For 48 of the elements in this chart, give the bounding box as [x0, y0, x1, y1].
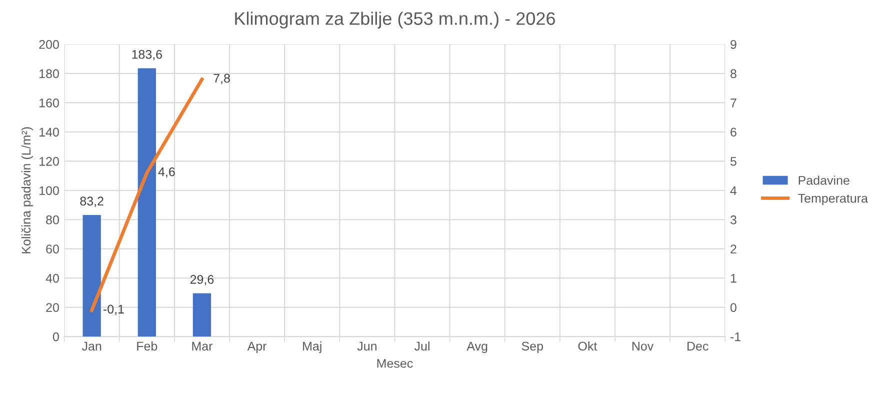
- y2-tick-label: 3: [730, 215, 736, 224]
- x-tick-label: Jul: [414, 341, 430, 351]
- bar: [138, 68, 156, 337]
- x-axis-title: Mesec: [377, 359, 413, 368]
- data-label: -0,1: [103, 304, 124, 316]
- legend-label: Temperatura: [798, 194, 868, 206]
- y-tick-label: 140: [40, 128, 59, 137]
- data-label: 29,6: [190, 275, 214, 286]
- y2-tick-label: 6: [730, 128, 736, 137]
- data-label: 7,8: [214, 74, 230, 84]
- data-label: 4,6: [158, 167, 175, 178]
- y2-tick-label: 8: [730, 69, 736, 78]
- x-tick-label: Avg: [466, 342, 488, 354]
- chart-title: Klimogram za Zbilje (353 m.n.m.) - 2026: [235, 12, 555, 29]
- y-tick-label: 180: [40, 69, 59, 78]
- y-tick-label: 160: [40, 98, 59, 108]
- y-tick-label: 20: [46, 303, 59, 312]
- x-tick-label: Okt: [578, 341, 598, 351]
- bar: [82, 214, 101, 337]
- legend-label: Padavine: [798, 176, 850, 185]
- x-tick-label: Dec: [687, 342, 708, 351]
- y2-tick-label: 1: [730, 274, 736, 283]
- x-tick-label: Jun: [357, 342, 376, 351]
- y-tick-label: 200: [39, 40, 59, 49]
- y2-tick-label: 2: [730, 244, 736, 254]
- data-label: 183,6: [132, 50, 162, 60]
- y-tick-label: 40: [46, 274, 59, 283]
- y-tick-label: 120: [40, 156, 59, 166]
- x-tick-label: Maj: [303, 341, 322, 354]
- x-tick-label: Mar: [192, 342, 213, 351]
- y2-tick-label: 9: [730, 40, 736, 49]
- y2-tick-label: 5: [730, 157, 736, 166]
- y-tick-label: 80: [46, 215, 59, 224]
- x-tick-label: Apr: [247, 342, 267, 354]
- bar: [192, 293, 212, 337]
- x-tick-label: Nov: [632, 342, 654, 351]
- data-label: 83,2: [80, 196, 104, 208]
- y-tick-label: 100: [40, 186, 59, 196]
- y-axis-title: Količina padavin (L/m²): [21, 127, 34, 254]
- x-tick-label: Jan: [82, 342, 102, 351]
- y2-tick-label: 4: [730, 186, 737, 195]
- y2-tick-label: 7: [730, 98, 736, 108]
- y2-tick-label: 0: [730, 303, 736, 312]
- x-tick-label: Feb: [137, 341, 158, 351]
- y-tick-label: 60: [46, 244, 59, 254]
- y-tick-label: 0: [52, 332, 59, 342]
- x-tick-label: Sep: [522, 342, 543, 354]
- y2-tick-label: -1: [730, 332, 740, 342]
